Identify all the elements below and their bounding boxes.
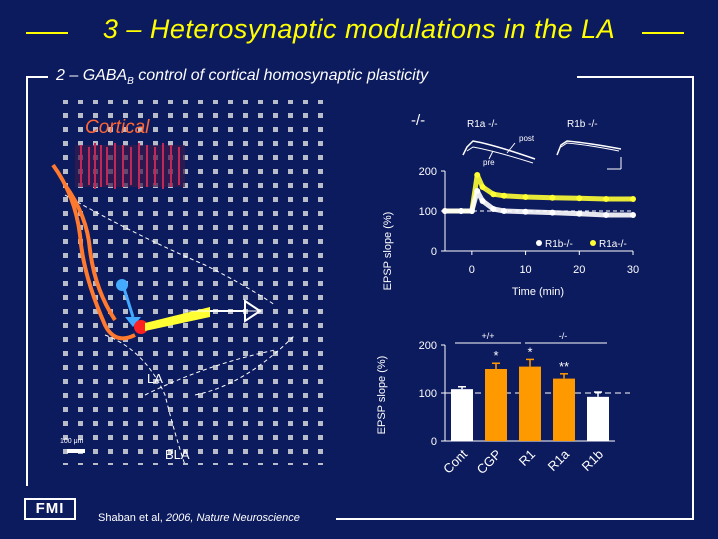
title-rule-right <box>642 32 684 34</box>
significance-1: * <box>493 348 498 363</box>
frame-bottom <box>336 518 694 520</box>
top-chart-legend: R1b-/- R1a-/- <box>536 239 627 250</box>
x-axis-title: Time (min) <box>512 286 564 298</box>
x-tick-label-3: 30 <box>627 264 639 276</box>
point-1-4 <box>479 184 486 190</box>
point-0-10 <box>603 212 610 218</box>
point-0-0 <box>442 208 448 214</box>
point-0-9 <box>576 210 583 217</box>
top-chart-series <box>442 172 636 218</box>
point-1-8 <box>549 194 556 201</box>
y-axis-title: EPSP slope (%) <box>382 212 394 291</box>
x-tick-label-0: 0 <box>469 264 475 276</box>
scale-bar <box>67 449 85 453</box>
top-chart-axes: 0 100 200 0 10 20 30 <box>419 166 639 276</box>
la-label: LA <box>147 371 163 386</box>
y-tick-label-0: 0 <box>431 246 437 258</box>
inset-right-label: R1b -/- <box>567 119 598 130</box>
point-1-9 <box>576 195 583 202</box>
legend-marker-r1a <box>590 240 596 246</box>
stimulation-site <box>134 299 262 334</box>
category-label-4: R1b <box>579 447 606 474</box>
bar-y-axis-title: EPSP slope (%) <box>376 356 388 435</box>
x-tick-label-2: 20 <box>573 264 585 276</box>
point-1-6 <box>501 192 508 199</box>
legend-label-r1b: R1b-/- <box>545 239 573 250</box>
citation: Shaban et al, 2006, Nature Neuroscience <box>98 512 300 524</box>
bar-chart-bars: Cont * CGP * R1 ** R1a R1b <box>440 344 609 477</box>
cortical-fibers <box>51 163 136 341</box>
section-subtitle: 2 – GABAB control of cortical homosynapt… <box>52 67 433 88</box>
group-label-wt: +/+ <box>481 331 494 341</box>
significance-3: ** <box>559 359 569 374</box>
cortical-stripes <box>75 143 185 189</box>
x-tick-label-1: 10 <box>519 264 531 276</box>
bla-label: BLA <box>165 447 190 462</box>
category-label-0: Cont <box>440 446 470 476</box>
significance-2: * <box>527 344 532 359</box>
inset-left-label: R1a -/- <box>467 119 498 130</box>
legend-marker-r1b <box>536 240 542 246</box>
point-0-4 <box>479 198 486 204</box>
scale-bar-label: 100 μm <box>60 438 84 445</box>
fmi-logo: FMI <box>24 498 76 520</box>
point-0-5 <box>490 206 497 212</box>
category-label-1: CGP <box>474 447 505 478</box>
bar-1 <box>485 369 507 441</box>
bar-y-tick-label-0: 0 <box>431 436 437 448</box>
category-label-2: R1 <box>516 447 538 469</box>
y-tick-label-1: 100 <box>419 206 437 218</box>
cortical-label: Cortical <box>85 117 150 138</box>
time-course-chart: -/- R1a -/- R1b -/- post pre EPSP slope … <box>382 112 639 298</box>
bar-chart: EPSP slope (%) +/+ -/- 0 100 200 Cont * CGP *… <box>376 331 630 477</box>
bar-0 <box>451 389 473 441</box>
inset-pre-label: pre <box>483 158 495 167</box>
point-0-1 <box>458 208 465 214</box>
point-1-5 <box>490 191 497 198</box>
inset-post-label: post <box>519 134 535 143</box>
point-1-10 <box>603 196 610 202</box>
title-rule-left <box>26 32 68 34</box>
point-0-11 <box>630 212 636 218</box>
bar-2 <box>519 366 541 441</box>
frame-right <box>692 76 694 520</box>
group-label-ko: -/- <box>559 331 568 341</box>
amygdala-diagram: Cortical LA BLA 100 μm <box>51 100 325 466</box>
frame-top-left <box>26 76 48 78</box>
point-0-3 <box>474 188 481 194</box>
point-1-7 <box>522 194 529 200</box>
y-tick-label-2: 200 <box>419 166 437 178</box>
legend-label-r1a: R1a-/- <box>599 239 627 250</box>
frame-left <box>26 76 28 486</box>
page-title: 3 – Heterosynaptic modulations in the LA <box>102 14 616 44</box>
region-boundaries <box>64 194 296 466</box>
point-1-11 <box>630 196 636 202</box>
frame-top-right <box>577 76 694 78</box>
group-brackets: +/+ -/- <box>455 331 607 344</box>
bar-y-tick-label-1: 100 <box>419 388 437 400</box>
category-label-3: R1a <box>545 446 573 474</box>
point-0-7 <box>522 208 529 215</box>
interneuron <box>116 279 141 327</box>
bar-4 <box>587 396 609 441</box>
point-0-8 <box>549 209 556 216</box>
bar-y-tick-label-2: 200 <box>419 340 437 352</box>
point-0-6 <box>501 208 508 214</box>
inset-traces: R1a -/- R1b -/- post pre <box>462 119 622 170</box>
genotype-label: -/- <box>411 112 425 129</box>
bar-3 <box>553 378 575 441</box>
point-1-3 <box>474 172 481 178</box>
point-0-2 <box>468 208 475 214</box>
